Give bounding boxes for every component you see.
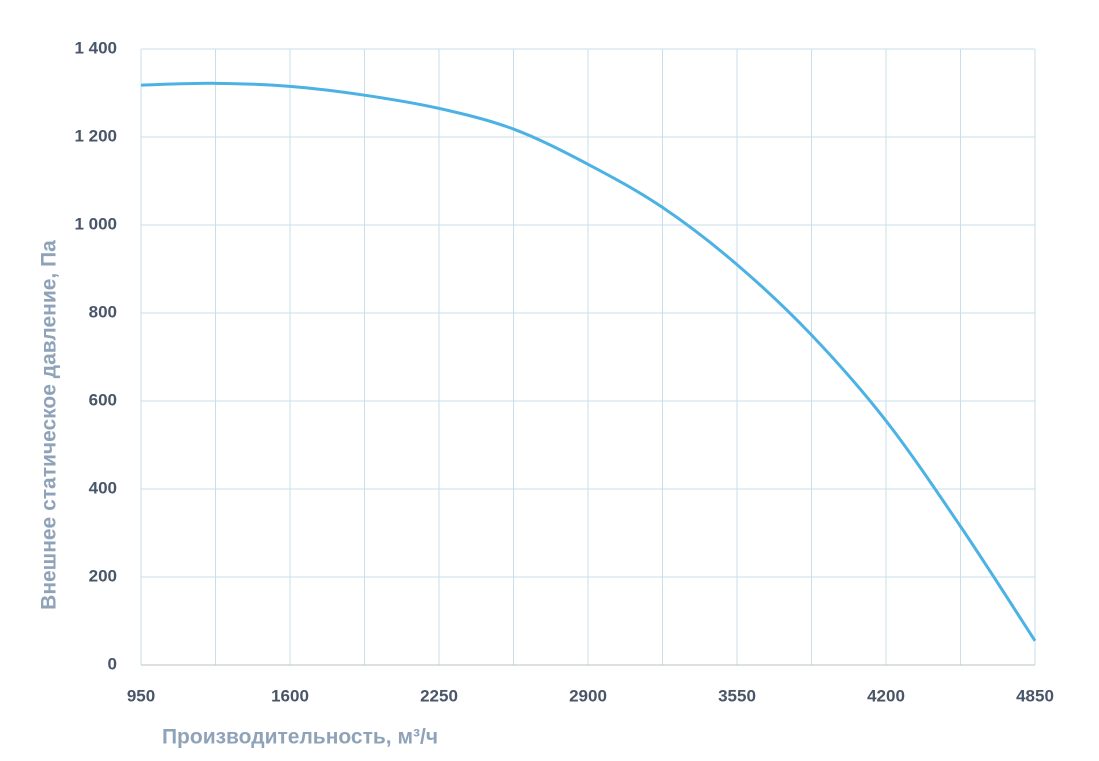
y-tick-label: 0 [108,654,117,673]
y-tick-label: 600 [89,390,117,409]
y-tick-label: 1 400 [74,38,117,57]
y-tick-label: 1 000 [74,214,117,233]
x-tick-label: 4200 [867,686,905,705]
x-tick-label: 950 [127,686,155,705]
y-tick-label: 1 200 [74,126,117,145]
x-tick-label: 2900 [569,686,607,705]
y-tick-label: 200 [89,566,117,585]
y-tick-label: 800 [89,302,117,321]
x-tick-label: 1600 [271,686,309,705]
data-line [140,81,1037,642]
x-axis-title: Производительность, м³/ч [162,726,438,749]
x-tick-label: 3550 [718,686,756,705]
y-axis-title: Внешнее статическое давление, Па [38,240,61,610]
x-tick-label: 4850 [1016,686,1054,705]
x-tick-label: 2250 [420,686,458,705]
y-tick-label: 400 [89,478,117,497]
